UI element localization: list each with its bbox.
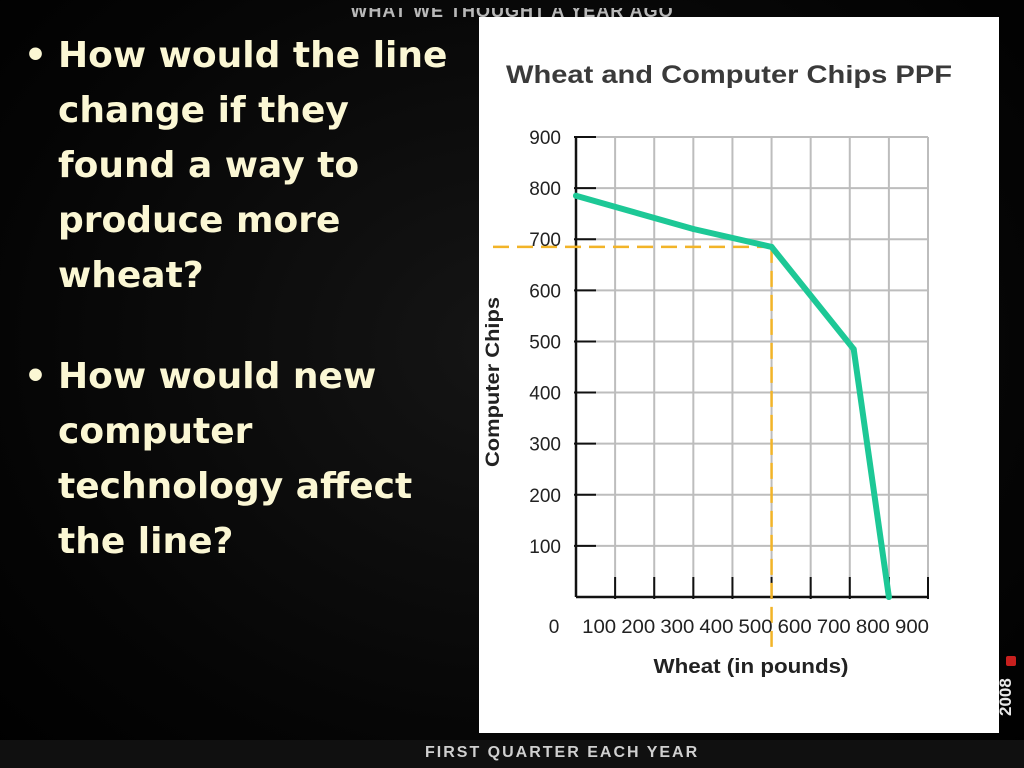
x-tick-label: 0 <box>549 617 560 638</box>
ppf-point <box>690 226 697 232</box>
x-tick-label: 800 <box>856 617 890 638</box>
footer-bar <box>0 740 1024 768</box>
ppf-point <box>885 594 892 600</box>
y-tick-label: 700 <box>529 230 561 251</box>
footer-text: FIRST QUARTER EACH YEAR <box>425 744 700 761</box>
ppf-point <box>768 243 775 250</box>
bullet-dot-icon: • <box>24 356 48 397</box>
bullet-text: How would the line change if they found … <box>58 35 448 296</box>
chart-title: Wheat and Computer Chips PPF <box>506 61 952 89</box>
ppf-point <box>850 346 857 353</box>
guide-layer <box>493 245 773 653</box>
bullet-item: • How would new computer technology affe… <box>22 349 462 569</box>
bullet-list: • How would the line change if they foun… <box>22 28 462 615</box>
y-axis-label: Computer Chips <box>483 297 504 467</box>
bullet-dot-icon: • <box>24 35 48 76</box>
ppf-point <box>573 192 579 199</box>
x-tick-label: 900 <box>895 617 929 638</box>
grid-layer <box>576 136 929 597</box>
x-tick-label: 500 <box>739 617 773 638</box>
x-tick-label: 700 <box>817 617 851 638</box>
side-logo-icon <box>1006 656 1016 666</box>
chart-panel: Wheat and Computer Chips PPF 100 200 300 40… <box>479 17 999 733</box>
series-layer <box>573 192 892 600</box>
x-tick-label: 400 <box>699 617 733 638</box>
y-tick-label: 400 <box>529 384 561 405</box>
x-tick-label: 100 <box>582 617 616 638</box>
y-tick-label: 500 <box>529 332 561 353</box>
side-year-text: 2008 <box>996 678 1015 716</box>
bullet-item: • How would the line change if they foun… <box>22 28 462 303</box>
y-tick-label: 200 <box>529 486 561 507</box>
y-tick-label: 800 <box>529 179 561 200</box>
y-tick-label: 100 <box>529 537 561 558</box>
y-tick-label: 300 <box>529 435 561 456</box>
x-axis-label: Wheat (in pounds) <box>654 656 849 678</box>
axis-layer <box>574 136 929 599</box>
y-tick-label: 900 <box>529 128 561 149</box>
x-tick-label: 600 <box>778 617 812 638</box>
ppf-chart: Wheat and Computer Chips PPF 10020030040… <box>483 61 952 678</box>
x-tick-label: 200 <box>621 617 655 638</box>
x-tick-label: 300 <box>660 617 694 638</box>
side-year: 2008 <box>996 652 1024 742</box>
bullet-text: How would new computer technology affect… <box>58 356 413 562</box>
y-tick-label: 600 <box>529 281 561 302</box>
